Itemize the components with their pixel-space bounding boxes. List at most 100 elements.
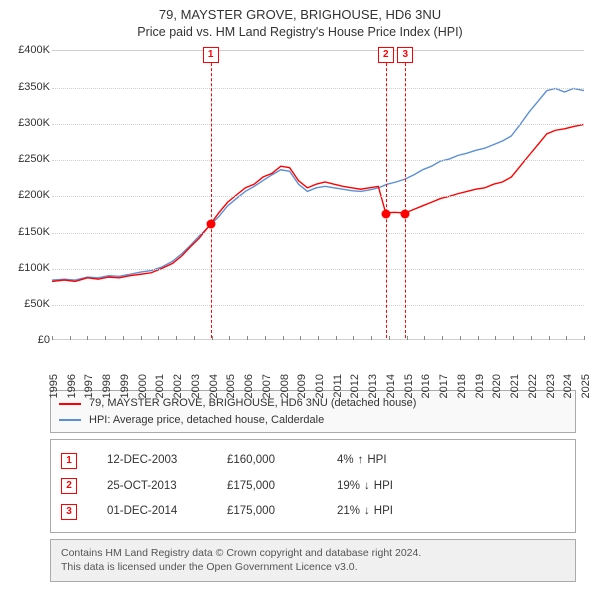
event-badge: 3: [61, 504, 77, 520]
legend-label-hpi: HPI: Average price, detached house, Cald…: [89, 412, 324, 429]
x-axis-label: 2022: [527, 374, 539, 398]
x-tick: [336, 336, 337, 340]
event-date: 01-DEC-2014: [107, 499, 197, 524]
event-marker-badge: 3: [397, 47, 413, 63]
y-axis-label: £250K: [10, 153, 50, 165]
series-property: [52, 125, 584, 282]
x-axis-label: 2018: [456, 374, 468, 398]
event-row: 301-DEC-2014£175,00021% ↓ HPI: [61, 499, 565, 524]
legend-row-hpi: HPI: Average price, detached house, Cald…: [59, 412, 567, 429]
event-date: 12-DEC-2003: [107, 448, 197, 473]
x-tick: [407, 336, 408, 340]
event-diff: 19% ↓ HPI: [337, 474, 393, 499]
x-axis-label: 2009: [296, 374, 308, 398]
x-axis-label: 2017: [438, 374, 450, 398]
x-tick: [105, 336, 106, 340]
event-price: £175,000: [227, 499, 307, 524]
event-row: 2 25-OCT-2013 £175,000 19% ↓ HPI: [61, 474, 565, 499]
x-axis-label: 2016: [420, 374, 432, 398]
events-table: 1 12-DEC-2003 £160,000 4% ↑ HPI 2 25-OCT-2013…: [50, 439, 576, 533]
event-date: 25-OCT-2013: [107, 474, 197, 499]
attribution: Contains HM Land Registry data © Crown c…: [50, 539, 576, 581]
x-tick: [353, 336, 354, 340]
x-tick: [566, 336, 567, 340]
event-marker-badge: 1: [203, 47, 219, 63]
y-axis-label: £400K: [10, 44, 50, 56]
event-badge: 2: [61, 478, 77, 494]
event-diff-label: HPI: [374, 474, 393, 499]
event-marker-line: [211, 48, 212, 338]
event-diff-pct: 4%: [337, 448, 354, 473]
x-axis-label: 1997: [83, 374, 95, 398]
x-tick: [300, 336, 301, 340]
x-tick: [123, 336, 124, 340]
x-axis-label: 1996: [66, 374, 78, 398]
x-axis-label: 2021: [509, 374, 521, 398]
x-axis-label: 2003: [190, 374, 202, 398]
y-axis-label: £0: [10, 334, 50, 346]
event-row: 1 12-DEC-2003 £160,000 4% ↑ HPI: [61, 448, 565, 473]
arrow-down-icon: ↓: [364, 474, 370, 499]
x-axis-label: 2019: [474, 374, 486, 398]
y-gridline: [52, 160, 584, 161]
x-tick: [176, 336, 177, 340]
x-tick: [52, 336, 53, 340]
y-axis-label: £350K: [10, 81, 50, 93]
x-tick: [513, 336, 514, 340]
x-tick: [158, 336, 159, 340]
x-axis-label: 2013: [367, 374, 379, 398]
title-line-2: Price paid vs. HM Land Registry's House …: [0, 24, 600, 41]
event-badge: 1: [61, 453, 77, 469]
legend-swatch-hpi: [59, 419, 81, 421]
x-tick: [247, 336, 248, 340]
title-area: 79, MAYSTER GROVE, BRIGHOUSE, HD6 3NU Pr…: [0, 0, 600, 40]
x-tick: [442, 336, 443, 340]
x-tick: [283, 336, 284, 340]
x-tick: [194, 336, 195, 340]
x-axis-label: 1995: [48, 374, 60, 398]
x-tick: [389, 336, 390, 340]
event-marker-dot: [401, 209, 410, 218]
y-gridline: [52, 305, 584, 306]
x-axis-label: 2020: [491, 374, 503, 398]
x-axis-label: 2006: [243, 374, 255, 398]
x-axis-label: 2002: [172, 374, 184, 398]
x-tick: [549, 336, 550, 340]
y-gridline: [52, 233, 584, 234]
y-gridline: [52, 88, 584, 89]
y-gridline: [52, 269, 584, 270]
x-axis-label: 2010: [314, 374, 326, 398]
x-tick: [495, 336, 496, 340]
x-tick: [318, 336, 319, 340]
x-axis-label: 2005: [225, 374, 237, 398]
x-tick: [212, 336, 213, 340]
arrow-up-icon: ↑: [358, 448, 364, 473]
x-axis-label: 2007: [261, 374, 273, 398]
x-tick: [70, 336, 71, 340]
event-marker-line: [405, 48, 406, 338]
event-price: £175,000: [227, 474, 307, 499]
arrow-down-icon: ↓: [364, 499, 370, 524]
x-axis-label: 2024: [562, 374, 574, 398]
attribution-line-1: Contains HM Land Registry data © Crown c…: [61, 546, 565, 560]
x-tick: [584, 336, 585, 340]
x-axis-label: 2023: [545, 374, 557, 398]
y-axis-label: £300K: [10, 117, 50, 129]
event-marker-line: [386, 48, 387, 338]
x-tick: [478, 336, 479, 340]
x-axis-label: 2001: [154, 374, 166, 398]
event-price: £160,000: [227, 448, 307, 473]
y-axis-label: £200K: [10, 189, 50, 201]
x-tick: [141, 336, 142, 340]
x-axis-label: 2011: [332, 374, 344, 398]
x-axis-label: 2004: [208, 374, 220, 398]
x-tick: [424, 336, 425, 340]
y-axis-label: £50K: [10, 298, 50, 310]
legend-swatch-property: [59, 403, 81, 405]
title-line-1: 79, MAYSTER GROVE, BRIGHOUSE, HD6 3NU: [0, 6, 600, 24]
y-axis-label: £150K: [10, 226, 50, 238]
x-axis-label: 2000: [137, 374, 149, 398]
event-diff-label: HPI: [367, 448, 386, 473]
line-chart-svg: [52, 51, 584, 339]
x-axis-label: 1998: [101, 374, 113, 398]
